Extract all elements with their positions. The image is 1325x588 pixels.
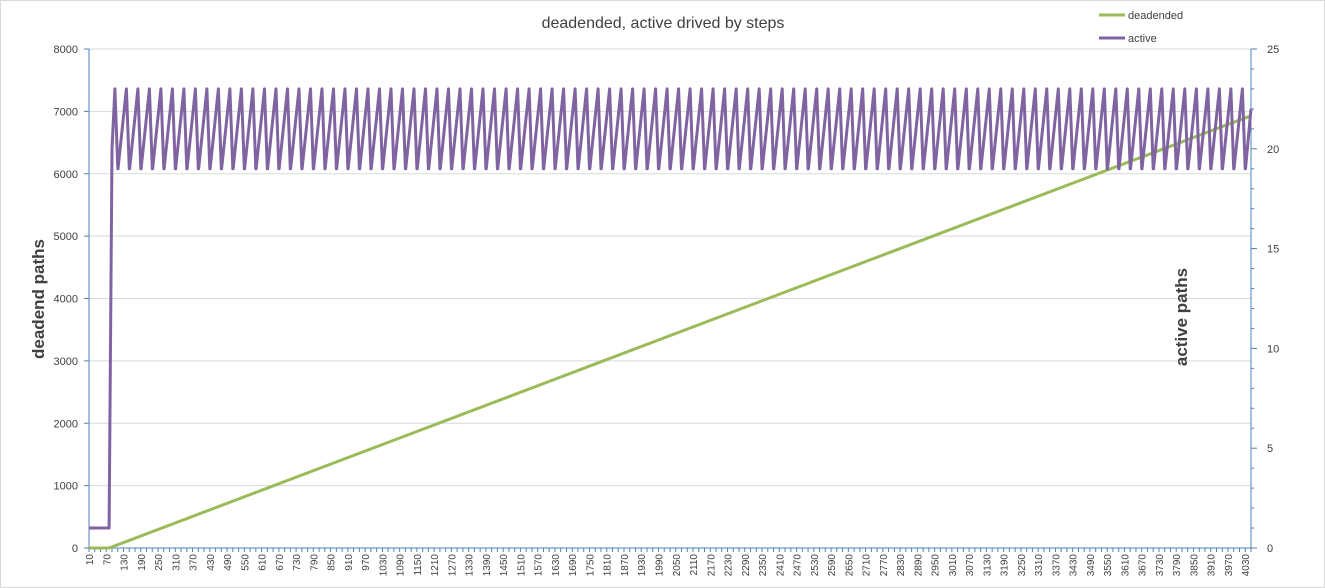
left-y-tick-label: 1000: [54, 481, 78, 493]
x-tick-label: 2890: [913, 554, 924, 577]
right-y-tick-label: 10: [1267, 343, 1279, 355]
x-tick-label: 1810: [603, 554, 614, 577]
x-tick-label: 850: [327, 554, 338, 571]
left-y-tick-labels: 0 1000 2000 3000 4000 5000 6000 7000 8000: [54, 44, 78, 555]
x-tick-label: 1030: [378, 554, 389, 577]
x-tick-label: 1210: [430, 554, 441, 577]
x-tick-label: 1450: [499, 554, 510, 577]
x-tick-label: 3310: [1034, 554, 1045, 577]
x-tick-label: 3970: [1224, 554, 1235, 577]
x-tick-label: 1690: [568, 554, 579, 577]
x-tick-label: 430: [206, 554, 217, 571]
x-tick-label: 3010: [948, 554, 959, 577]
x-tick-label: 550: [240, 554, 251, 571]
right-y-tick-labels: 0 5 10 15 20 25: [1267, 44, 1279, 555]
legend-label-deadended: deadended: [1128, 10, 1183, 22]
x-tick-label: 3250: [1017, 554, 1028, 577]
gridlines: [89, 48, 1251, 549]
left-y-tick-label: 6000: [54, 169, 78, 181]
x-tick-label: 370: [189, 554, 200, 571]
axes: [84, 48, 1257, 552]
x-tick-label: 2590: [827, 554, 838, 577]
x-tick-label: 2050: [672, 554, 683, 577]
right-y-axis-title: active paths: [1172, 268, 1191, 366]
x-tick-label: 70: [102, 554, 113, 566]
x-tick-label: 3070: [965, 554, 976, 577]
x-tick-label: 970: [361, 554, 372, 571]
x-tick-label: 2230: [724, 554, 735, 577]
x-tick-label: 2290: [741, 554, 752, 577]
x-tick-label: 3490: [1086, 554, 1097, 577]
right-y-tick-label: 0: [1267, 543, 1273, 555]
x-tick-label: 3550: [1103, 554, 1114, 577]
x-tick-label: 2350: [758, 554, 769, 577]
x-tick-label: 2770: [879, 554, 890, 577]
x-tick-label: 1750: [585, 554, 596, 577]
x-tick-label: 3430: [1069, 554, 1080, 577]
x-tick-label: 3730: [1155, 554, 1166, 577]
x-tick-label: 2110: [689, 554, 700, 576]
x-tick-label: 3670: [1138, 554, 1149, 577]
legend: deadended active: [1099, 10, 1183, 45]
x-tick-label: 1870: [620, 554, 631, 577]
x-tick-label: 250: [154, 554, 165, 571]
x-tick-label: 130: [120, 554, 131, 571]
x-tick-label: 1270: [447, 554, 458, 577]
right-y-tick-label: 25: [1267, 44, 1279, 56]
right-y-tick-label: 20: [1267, 144, 1279, 156]
series-line-deadended: [89, 114, 1252, 550]
x-tick-label: 670: [275, 554, 286, 571]
x-tick-labels: 10 70 130 190 250 310 370 430 490 550 610 670 730 790…: [85, 554, 1252, 577]
x-tick-label: 4030: [1241, 554, 1252, 577]
x-tick-label: 3790: [1172, 554, 1183, 577]
left-y-tick-label: 7000: [54, 106, 78, 118]
left-y-tick-label: 4000: [54, 294, 78, 306]
x-tick-label: 3190: [1000, 554, 1011, 577]
x-tick-label: 1390: [482, 554, 493, 577]
x-tick-label: 310: [171, 554, 182, 571]
left-y-tick-label: 2000: [54, 418, 78, 430]
x-tick-label: 3610: [1120, 554, 1131, 577]
x-tick-label: 1510: [516, 554, 527, 577]
chart-title: deadended, active drived by steps: [542, 15, 785, 32]
x-tick-label: 1630: [551, 554, 562, 577]
x-tick-label: 610: [258, 554, 269, 571]
x-tick-label: 2950: [931, 554, 942, 577]
left-y-tick-label: 5000: [54, 231, 78, 243]
x-tick-label: 190: [137, 554, 148, 571]
x-tick-label: 3850: [1189, 554, 1200, 577]
x-tick-label: 2170: [706, 554, 717, 577]
x-tick-label: 1570: [534, 554, 545, 577]
x-tick-label: 1930: [637, 554, 648, 577]
series-line-active: [89, 87, 1253, 530]
left-y-axis-title: deadend paths: [29, 239, 48, 359]
x-tick-label: 2710: [862, 554, 873, 577]
x-tick-label: 790: [309, 554, 320, 571]
left-y-tick-label: 0: [72, 543, 78, 555]
x-tick-label: 3910: [1207, 554, 1218, 577]
right-y-tick-label: 5: [1267, 443, 1273, 455]
left-y-tick-label: 8000: [54, 44, 78, 56]
x-tick-label: 490: [223, 554, 234, 571]
right-y-tick-label: 15: [1267, 244, 1279, 256]
x-tick-label: 2530: [810, 554, 821, 577]
x-tick-label: 3130: [982, 554, 993, 577]
x-tick-label: 1150: [413, 554, 424, 576]
x-tick-label: 2830: [896, 554, 907, 577]
x-tick-label: 2410: [775, 554, 786, 577]
x-tick-label: 10: [85, 554, 96, 566]
x-tick-label: 730: [292, 554, 303, 571]
x-tick-label: 1990: [654, 554, 665, 577]
x-tick-label: 3370: [1051, 554, 1062, 577]
x-tick-label: 910: [344, 554, 355, 571]
x-tick-label: 1330: [465, 554, 476, 577]
series-lines: [89, 87, 1253, 550]
x-tick-label: 2470: [793, 554, 804, 577]
x-tick-label: 1090: [396, 554, 407, 577]
x-tick-label: 2650: [844, 554, 855, 577]
left-y-tick-label: 3000: [54, 356, 78, 368]
legend-label-active: active: [1128, 33, 1157, 45]
